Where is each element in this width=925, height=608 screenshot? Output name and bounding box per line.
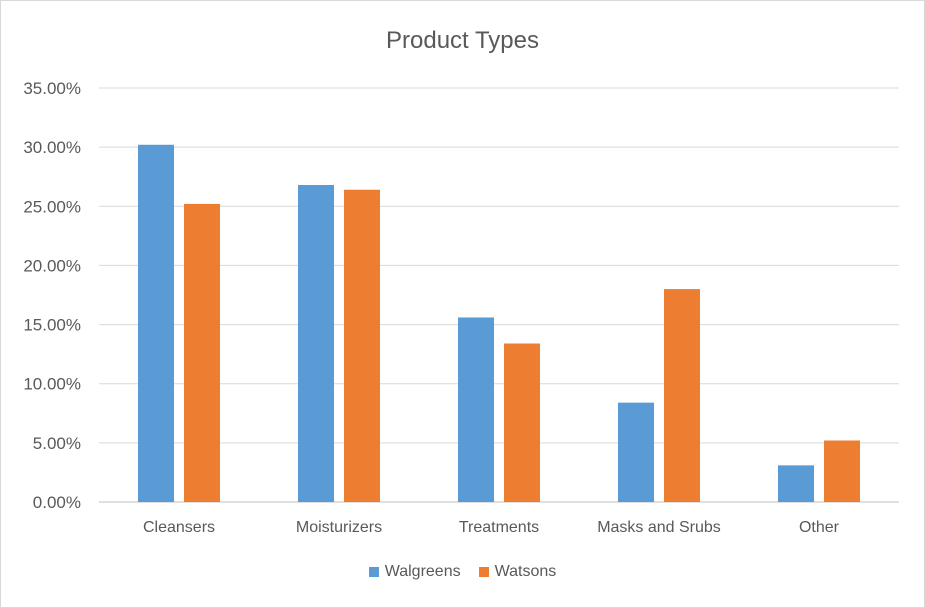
y-tick-label: 10.00% [23,375,81,394]
bar-walgreens-4 [778,465,814,502]
y-tick-label: 30.00% [23,138,81,157]
bar-watsons-2 [504,343,540,502]
bar-walgreens-3 [618,402,654,502]
y-tick-label: 25.00% [23,197,81,216]
bar-watsons-3 [664,289,700,502]
bar-walgreens-0 [138,144,174,502]
y-tick-label: 15.00% [23,316,81,335]
legend-swatch-watsons [478,567,489,577]
y-tick-label: 35.00% [23,79,81,98]
bar-watsons-1 [344,189,380,502]
x-tick-label: Masks and Srubs [597,519,721,536]
bar-walgreens-2 [458,317,494,502]
chart-title: Product Types [386,27,539,54]
legend-label-walgreens: Walgreens [384,563,461,580]
x-tick-label: Treatments [459,519,539,536]
y-tick-label: 20.00% [23,256,81,275]
x-tick-label: Cleansers [143,519,215,536]
bar-watsons-0 [184,203,220,503]
legend-swatch-walgreens [368,567,379,577]
bar-watsons-4 [824,440,860,502]
legend-item-walgreens: Walgreens [368,563,461,581]
x-tick-label: Moisturizers [296,519,382,536]
bar-walgreens-1 [298,184,334,502]
legend-label-watsons: Watsons [494,563,557,580]
y-tick-label: 5.00% [33,434,81,453]
x-tick-label: Other [799,519,840,536]
legend: Walgreens Watsons [1,563,924,581]
y-tick-label: 0.00% [33,493,81,512]
legend-item-watsons: Watsons [478,563,557,581]
